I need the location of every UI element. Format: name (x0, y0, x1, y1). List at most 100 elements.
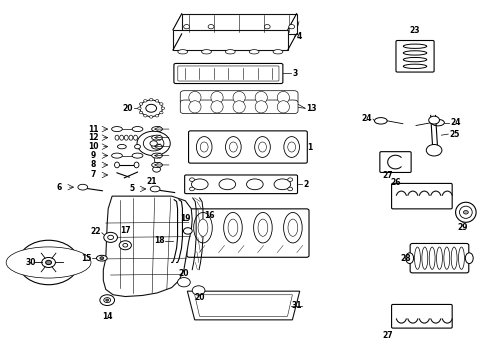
FancyBboxPatch shape (392, 183, 452, 209)
FancyBboxPatch shape (392, 305, 452, 328)
Text: 21: 21 (146, 177, 156, 186)
Text: 20: 20 (195, 293, 205, 302)
Ellipse shape (124, 135, 128, 140)
Ellipse shape (132, 153, 143, 158)
Ellipse shape (211, 91, 223, 104)
Ellipse shape (451, 247, 457, 269)
Text: 15: 15 (81, 254, 91, 263)
Polygon shape (195, 295, 293, 316)
Ellipse shape (289, 24, 294, 29)
Ellipse shape (129, 135, 133, 140)
Ellipse shape (284, 212, 302, 243)
Text: 13: 13 (307, 104, 317, 113)
Ellipse shape (144, 114, 147, 117)
Ellipse shape (259, 142, 267, 152)
Ellipse shape (184, 24, 190, 29)
Text: 8: 8 (91, 161, 96, 170)
Ellipse shape (190, 178, 195, 181)
Ellipse shape (264, 24, 270, 29)
Ellipse shape (149, 98, 153, 101)
FancyBboxPatch shape (178, 66, 279, 81)
FancyBboxPatch shape (174, 63, 283, 84)
Ellipse shape (415, 247, 420, 269)
Ellipse shape (444, 247, 450, 269)
Ellipse shape (403, 64, 427, 68)
Ellipse shape (233, 91, 245, 104)
Ellipse shape (152, 162, 162, 167)
Ellipse shape (104, 232, 118, 242)
Ellipse shape (255, 91, 268, 104)
Ellipse shape (106, 299, 109, 301)
Ellipse shape (144, 136, 164, 151)
Ellipse shape (112, 127, 122, 132)
Ellipse shape (134, 162, 139, 168)
Ellipse shape (138, 107, 141, 109)
Text: 24: 24 (450, 118, 461, 127)
Polygon shape (182, 14, 296, 34)
Ellipse shape (464, 211, 468, 214)
Ellipse shape (155, 100, 159, 102)
Ellipse shape (255, 136, 270, 157)
Ellipse shape (150, 186, 160, 192)
Text: 28: 28 (400, 254, 411, 263)
Ellipse shape (152, 144, 162, 149)
Text: 31: 31 (292, 301, 302, 310)
Ellipse shape (152, 153, 162, 158)
Ellipse shape (233, 101, 245, 113)
Ellipse shape (403, 51, 427, 55)
Ellipse shape (140, 100, 162, 117)
Ellipse shape (139, 103, 143, 105)
Text: 22: 22 (90, 228, 101, 237)
Ellipse shape (277, 101, 290, 113)
Ellipse shape (160, 103, 163, 105)
Ellipse shape (406, 253, 414, 264)
Ellipse shape (146, 104, 157, 112)
Text: 16: 16 (204, 211, 215, 220)
Polygon shape (103, 196, 192, 297)
Ellipse shape (100, 257, 104, 260)
FancyBboxPatch shape (189, 131, 307, 163)
Ellipse shape (150, 141, 157, 146)
Ellipse shape (155, 114, 159, 117)
Ellipse shape (161, 107, 165, 109)
Ellipse shape (198, 219, 208, 236)
Ellipse shape (112, 153, 122, 158)
FancyBboxPatch shape (180, 100, 298, 114)
Ellipse shape (120, 135, 123, 140)
Ellipse shape (459, 247, 465, 269)
FancyBboxPatch shape (185, 175, 297, 194)
Text: 20: 20 (179, 269, 189, 278)
Ellipse shape (288, 178, 293, 181)
Ellipse shape (426, 144, 442, 156)
Text: 6: 6 (57, 183, 62, 192)
Ellipse shape (177, 278, 190, 287)
Ellipse shape (211, 101, 223, 113)
Ellipse shape (202, 50, 211, 54)
Ellipse shape (178, 50, 188, 54)
Ellipse shape (97, 255, 107, 261)
Ellipse shape (104, 298, 111, 303)
Ellipse shape (208, 24, 214, 29)
Ellipse shape (123, 243, 128, 247)
Text: 12: 12 (88, 133, 99, 142)
Ellipse shape (403, 58, 427, 62)
Text: 2: 2 (304, 180, 309, 189)
Text: 27: 27 (383, 171, 393, 180)
Ellipse shape (152, 135, 162, 140)
Ellipse shape (46, 260, 51, 265)
Ellipse shape (78, 184, 88, 190)
Ellipse shape (160, 111, 163, 114)
Ellipse shape (223, 212, 242, 243)
Ellipse shape (254, 212, 272, 243)
Ellipse shape (152, 127, 162, 132)
Text: 27: 27 (383, 331, 393, 340)
Ellipse shape (134, 135, 138, 140)
Ellipse shape (273, 50, 283, 54)
Text: 9: 9 (91, 151, 96, 160)
Text: 17: 17 (120, 226, 131, 235)
Ellipse shape (118, 144, 126, 149)
Ellipse shape (200, 142, 208, 152)
Text: 7: 7 (91, 171, 96, 180)
Text: 24: 24 (362, 114, 372, 123)
Ellipse shape (190, 187, 195, 191)
